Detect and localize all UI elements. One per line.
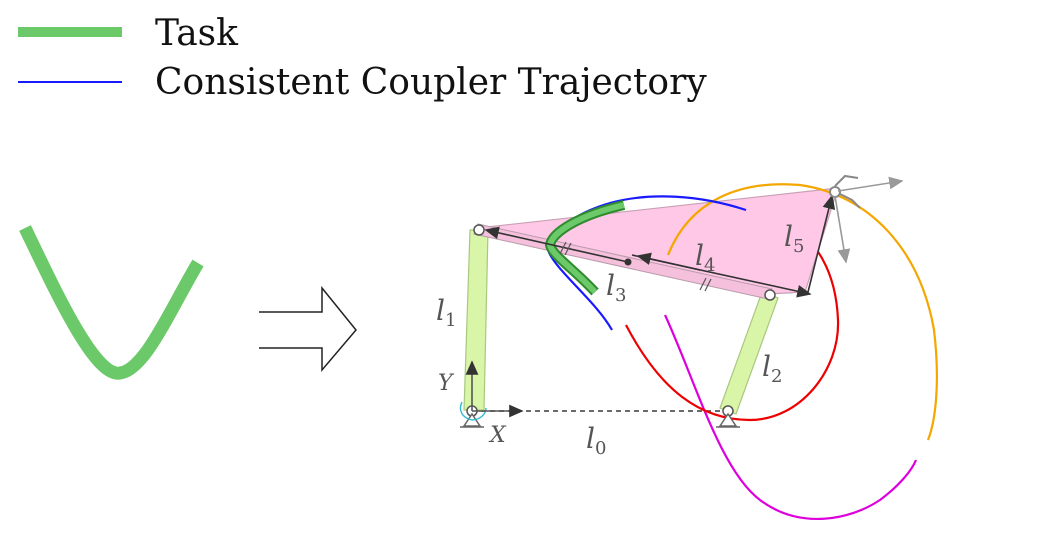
coupler-midpoint [624,258,632,266]
legend-trajectory-label: Consistent Coupler Trajectory [155,62,707,103]
dimension-l3-arrow [484,226,629,263]
legend: Task Consistent Coupler Trajectory [18,13,707,103]
dimension-l5-arrow [807,194,836,293]
task-curve [19,225,204,380]
label-l4: l4 [695,239,715,276]
label-l0: l0 [586,422,606,459]
joint-a [473,224,485,236]
joint-b [764,289,776,301]
rotation-indicator-icon [459,401,487,421]
legend-task-label: Task [155,13,239,54]
label-l5: l5 [784,220,804,257]
ground-support-right [718,412,738,427]
red-curve [625,224,840,422]
end-effector-axis-y [834,195,851,264]
label-l3: l3 [606,269,626,306]
gripper-icon [829,174,861,209]
implies-arrow [259,285,357,373]
label-l1: l1 [436,294,456,331]
axis-x-label: X [488,423,507,448]
magenta-curve [664,314,918,520]
dimension-l4-back-arrow [636,252,701,271]
axis-y-label: Y [438,371,455,396]
orange-curve [666,183,938,441]
label-l2: l2 [762,350,782,387]
end-effector-axis-x [837,176,904,192]
link-l1 [463,229,489,411]
tick-marks [559,241,712,292]
